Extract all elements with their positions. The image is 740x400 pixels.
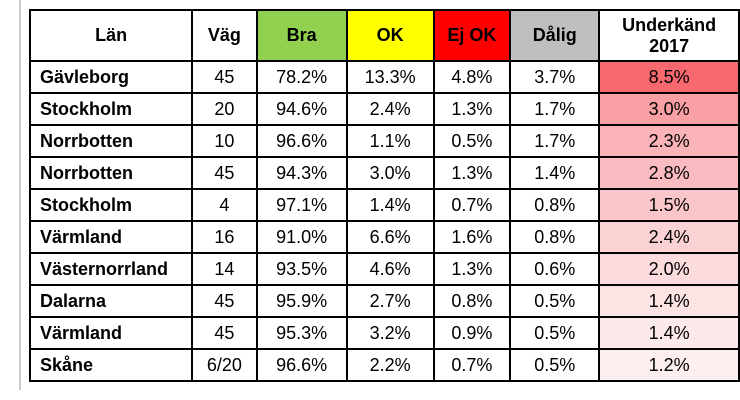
cell-bra: 93.5% [255, 252, 348, 286]
cell-lan: Norrbotten [28, 124, 194, 158]
cell-underkand: 3.0% [598, 92, 740, 126]
cell-ok: 1.4% [345, 188, 435, 222]
cell-ok: 13.3% [345, 60, 435, 94]
table-row: Stockholm 20 94.6% 2.4% 1.3% 1.7% 3.0% [28, 92, 740, 126]
cell-ej_ok: 0.8% [432, 284, 512, 318]
cell-underkand: 1.2% [598, 348, 740, 382]
cell-ej_ok: 1.3% [432, 252, 512, 286]
header-row: Län Väg Bra OK Ej OK Dålig Underkänd 2017 [28, 9, 740, 62]
cell-ok: 2.2% [345, 348, 435, 382]
cell-ej_ok: 1.3% [432, 156, 512, 190]
column-header-underkand: Underkänd 2017 [598, 9, 740, 62]
cell-dalig: 0.8% [509, 188, 601, 222]
cell-vag: 16 [191, 220, 258, 254]
cell-bra: 95.9% [255, 284, 348, 318]
cell-dalig: 0.5% [509, 348, 601, 382]
table-row: Stockholm 4 97.1% 1.4% 0.7% 0.8% 1.5% [28, 188, 740, 222]
cell-underkand: 2.8% [598, 156, 740, 190]
cell-ej_ok: 0.7% [432, 348, 512, 382]
cell-ej_ok: 0.9% [432, 316, 512, 350]
table-body: Gävleborg 45 78.2% 13.3% 4.8% 3.7% 8.5% Stockho… [28, 60, 740, 382]
cell-lan: Norrbotten [28, 156, 194, 190]
cell-bra: 78.2% [255, 60, 348, 94]
cell-lan: Värmland [28, 220, 194, 254]
table-row: Norrbotten 45 94.3% 3.0% 1.3% 1.4% 2.8% [28, 156, 740, 190]
cell-underkand: 1.5% [598, 188, 740, 222]
column-header-dalig: Dålig [509, 9, 601, 62]
cell-dalig: 0.5% [509, 316, 601, 350]
table-row: Skåne 6/20 96.6% 2.2% 0.7% 0.5% 1.2% [28, 348, 740, 382]
column-header-ok: OK [345, 9, 435, 62]
cell-underkand: 8.5% [598, 60, 740, 94]
cell-bra: 94.6% [255, 92, 348, 126]
cell-lan: Stockholm [28, 92, 194, 126]
page-edge-line [19, 0, 21, 390]
cell-dalig: 1.7% [509, 124, 601, 158]
column-header-lan: Län [28, 9, 194, 62]
cell-dalig: 1.7% [509, 92, 601, 126]
cell-ej_ok: 1.3% [432, 92, 512, 126]
cell-ej_ok: 0.7% [432, 188, 512, 222]
cell-underkand: 2.4% [598, 220, 740, 254]
table-row: Dalarna 45 95.9% 2.7% 0.8% 0.5% 1.4% [28, 284, 740, 318]
cell-ej_ok: 1.6% [432, 220, 512, 254]
cell-vag: 14 [191, 252, 258, 286]
cell-dalig: 3.7% [509, 60, 601, 94]
cell-vag: 45 [191, 60, 258, 94]
cell-ok: 4.6% [345, 252, 435, 286]
cell-ok: 1.1% [345, 124, 435, 158]
cell-dalig: 0.6% [509, 252, 601, 286]
cell-ok: 3.0% [345, 156, 435, 190]
table-row: Värmland 16 91.0% 6.6% 1.6% 0.8% 2.4% [28, 220, 740, 254]
cell-dalig: 0.8% [509, 220, 601, 254]
cell-bra: 97.1% [255, 188, 348, 222]
cell-underkand: 2.3% [598, 124, 740, 158]
cell-underkand: 2.0% [598, 252, 740, 286]
cell-vag: 4 [191, 188, 258, 222]
cell-vag: 10 [191, 124, 258, 158]
cell-vag: 45 [191, 156, 258, 190]
cell-lan: Skåne [28, 348, 194, 382]
cell-lan: Värmland [28, 316, 194, 350]
cell-lan: Gävleborg [28, 60, 194, 94]
cell-bra: 91.0% [255, 220, 348, 254]
cell-ej_ok: 0.5% [432, 124, 512, 158]
cell-ok: 2.7% [345, 284, 435, 318]
cell-lan: Stockholm [28, 188, 194, 222]
table-row: Värmland 45 95.3% 3.2% 0.9% 0.5% 1.4% [28, 316, 740, 350]
table-row: Norrbotten 10 96.6% 1.1% 0.5% 1.7% 2.3% [28, 124, 740, 158]
cell-vag: 20 [191, 92, 258, 126]
cell-underkand: 1.4% [598, 316, 740, 350]
road-quality-table: Län Väg Bra OK Ej OK Dålig Underkänd 2017 Gävl… [28, 9, 740, 382]
cell-dalig: 0.5% [509, 284, 601, 318]
cell-bra: 96.6% [255, 124, 348, 158]
cell-ok: 3.2% [345, 316, 435, 350]
column-header-vag: Väg [191, 9, 258, 62]
cell-vag: 45 [191, 316, 258, 350]
cell-bra: 95.3% [255, 316, 348, 350]
table-header: Län Väg Bra OK Ej OK Dålig Underkänd 2017 [28, 9, 740, 62]
cell-bra: 96.6% [255, 348, 348, 382]
cell-underkand: 1.4% [598, 284, 740, 318]
cell-ok: 6.6% [345, 220, 435, 254]
column-header-ej_ok: Ej OK [432, 9, 512, 62]
cell-lan: Dalarna [28, 284, 194, 318]
table-row: Gävleborg 45 78.2% 13.3% 4.8% 3.7% 8.5% [28, 60, 740, 94]
cell-vag: 45 [191, 284, 258, 318]
cell-vag: 6/20 [191, 348, 258, 382]
cell-lan: Västernorrland [28, 252, 194, 286]
cell-ok: 2.4% [345, 92, 435, 126]
cell-dalig: 1.4% [509, 156, 601, 190]
table-row: Västernorrland 14 93.5% 4.6% 1.3% 0.6% 2.0% [28, 252, 740, 286]
cell-ej_ok: 4.8% [432, 60, 512, 94]
cell-bra: 94.3% [255, 156, 348, 190]
column-header-bra: Bra [255, 9, 348, 62]
